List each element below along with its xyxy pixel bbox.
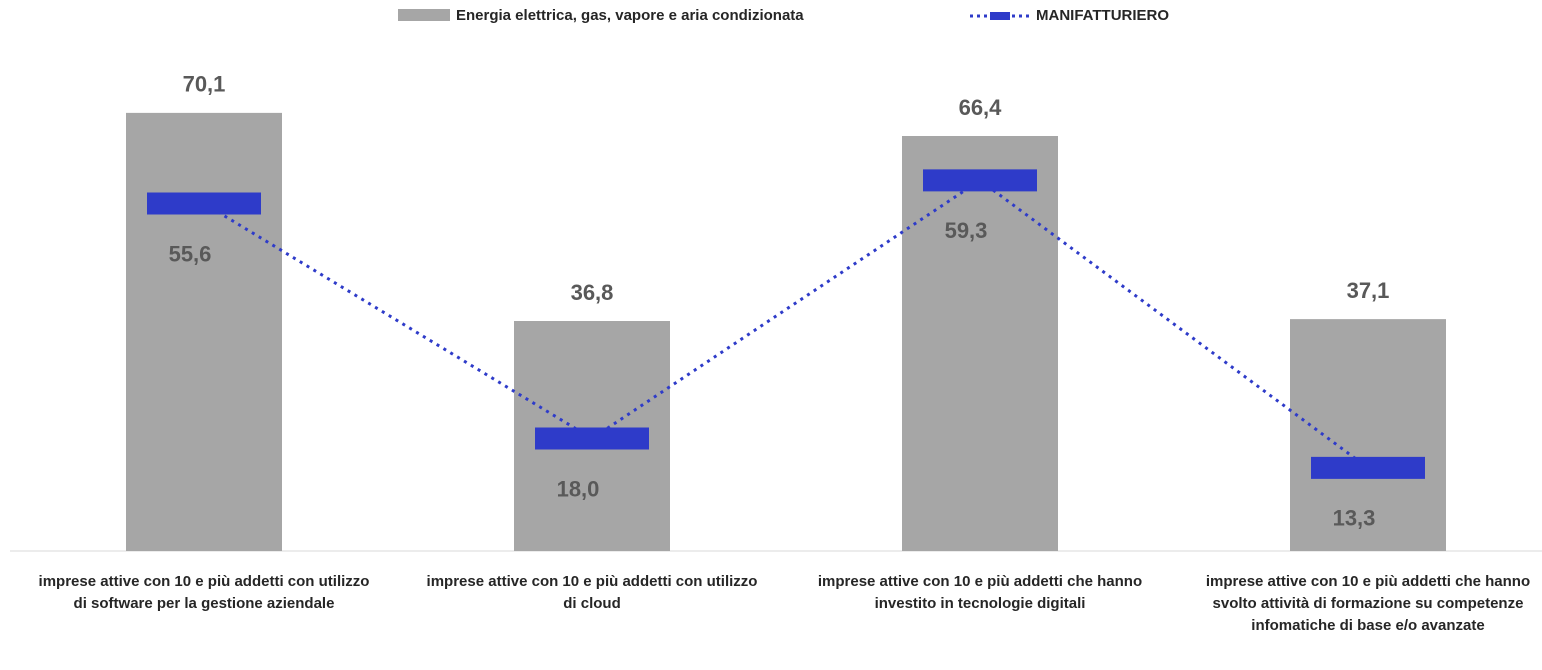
line-marker [147,192,261,215]
line-value-label: 59,3 [945,218,988,243]
bar [1290,319,1446,551]
legend-label: MANIFATTURIERO [1036,7,1169,24]
x-tick-label: imprese attive con 10 e più addetti che … [817,573,1143,612]
x-tick-label: imprese attive con 10 e più addetti con … [38,573,370,612]
legend-marker [990,12,1010,20]
bar [126,112,282,551]
x-tick-label: imprese attive con 10 e più addetti con … [426,573,758,612]
line-marker [923,169,1037,192]
bar-value-label: 66,4 [959,95,1003,120]
legend-swatch [398,9,450,21]
line-value-label: 55,6 [169,241,212,266]
line-marker [1311,456,1425,479]
bar-value-label: 70,1 [183,72,226,97]
line [203,178,1369,470]
bar-value-label: 36,8 [571,280,614,305]
bar-value-label: 37,1 [1347,278,1390,303]
legend-label: Energia elettrica, gas, vapore e aria co… [456,7,804,24]
line-marker [535,427,649,450]
line-value-label: 13,3 [1333,506,1376,531]
x-tick-label: imprese attive con 10 e più addetti che … [1205,573,1531,634]
line-value-label: 18,0 [557,476,600,501]
bar [902,136,1058,551]
